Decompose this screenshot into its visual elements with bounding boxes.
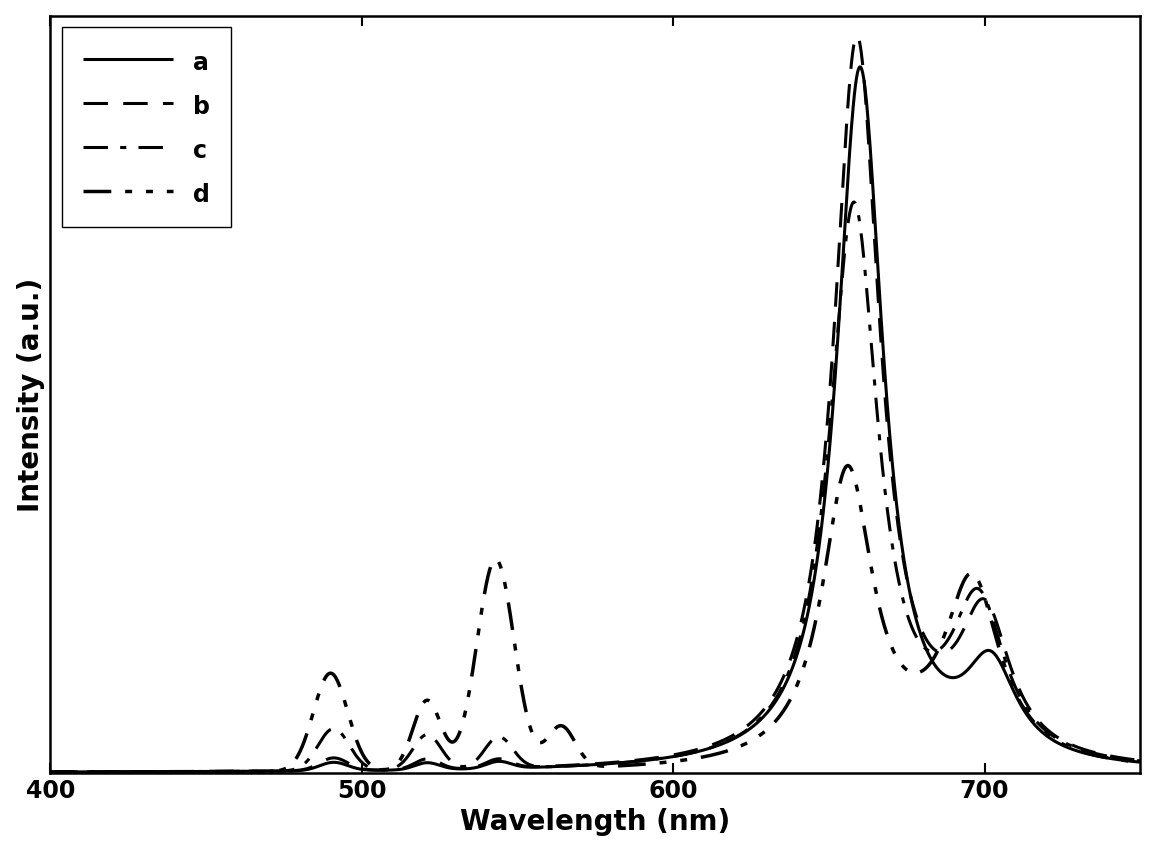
$\mathbf{b}$	[850, 32, 864, 42]
$\mathbf{b}$	[43, 767, 57, 777]
$\mathbf{d}$	[1134, 757, 1148, 768]
X-axis label: Wavelength (nm): Wavelength (nm)	[460, 808, 730, 835]
$\mathbf{b}$	[939, 647, 953, 657]
$\mathbf{b}$	[1134, 756, 1148, 766]
$\mathbf{b}$	[459, 763, 473, 774]
$\mathbf{c}$	[939, 636, 953, 647]
Legend: $\mathbf{a}$, $\mathbf{b}$, $\mathbf{c}$, $\mathbf{d}$: $\mathbf{a}$, $\mathbf{b}$, $\mathbf{c}$…	[62, 28, 231, 227]
$\mathbf{b}$	[857, 72, 871, 83]
$\mathbf{c}$	[847, 198, 861, 208]
$\mathbf{b}$	[697, 742, 710, 752]
Y-axis label: Intensity (a.u.): Intensity (a.u.)	[16, 278, 45, 512]
$\mathbf{d}$	[459, 700, 473, 711]
$\mathbf{d}$	[43, 767, 57, 777]
$\mathbf{a}$	[857, 75, 871, 85]
$\mathbf{c}$	[242, 766, 256, 776]
$\mathbf{a}$	[43, 767, 57, 777]
$\mathbf{d}$	[841, 461, 855, 471]
$\mathbf{d}$	[752, 731, 766, 741]
$\mathbf{a}$	[853, 63, 867, 73]
Line: $\mathbf{b}$: $\mathbf{b}$	[50, 37, 1141, 772]
$\mathbf{a}$	[1134, 757, 1148, 768]
Line: $\mathbf{a}$: $\mathbf{a}$	[50, 68, 1141, 772]
$\mathbf{d}$	[697, 751, 710, 762]
$\mathbf{d}$	[857, 521, 871, 531]
$\mathbf{a}$	[939, 671, 953, 682]
$\mathbf{a}$	[242, 766, 256, 776]
$\mathbf{a}$	[752, 716, 766, 726]
$\mathbf{b}$	[752, 710, 766, 720]
$\mathbf{d}$	[939, 625, 953, 635]
$\mathbf{c}$	[752, 715, 766, 725]
Line: $\mathbf{d}$: $\mathbf{d}$	[50, 466, 1141, 772]
$\mathbf{d}$	[242, 767, 256, 777]
$\mathbf{b}$	[242, 766, 256, 776]
$\mathbf{c}$	[1134, 756, 1148, 766]
$\mathbf{c}$	[43, 767, 57, 777]
$\mathbf{c}$	[857, 254, 871, 264]
$\mathbf{a}$	[697, 745, 710, 755]
Line: $\mathbf{c}$: $\mathbf{c}$	[50, 203, 1141, 772]
$\mathbf{c}$	[697, 745, 710, 755]
$\mathbf{a}$	[459, 763, 473, 774]
$\mathbf{c}$	[459, 761, 473, 771]
